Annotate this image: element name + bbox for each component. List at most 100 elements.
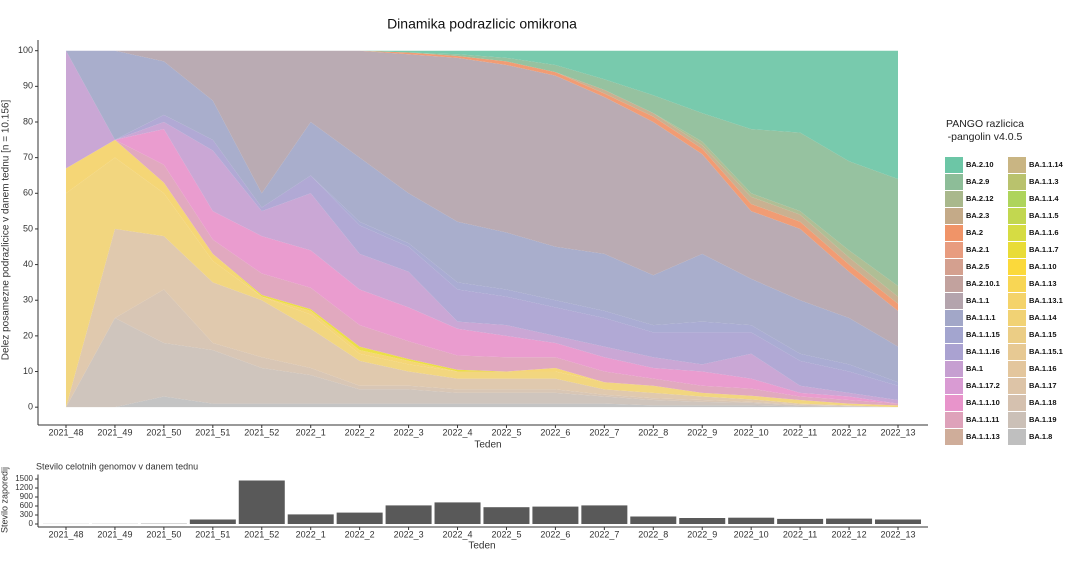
legend-swatch — [945, 259, 963, 275]
y-tick-label: 80 — [23, 116, 33, 126]
bar — [238, 480, 285, 524]
bar — [630, 516, 677, 524]
legend-swatch — [1008, 259, 1026, 275]
legend-swatch — [1008, 395, 1026, 411]
area — [66, 50, 898, 401]
legend-swatch — [945, 174, 963, 190]
x-tick-label: 2022_4 — [443, 529, 473, 539]
bar — [532, 506, 579, 524]
bar — [483, 507, 530, 524]
y-tick-label: 0 — [28, 402, 33, 412]
legend-title: PANGO razlicica -pangolin v4.0.5 — [946, 118, 1024, 143]
legend-swatch — [945, 225, 963, 241]
legend-label: BA.1.10 — [1029, 262, 1057, 271]
x-tick-label: 2022_8 — [638, 427, 668, 437]
area — [66, 228, 898, 408]
chart-title: Stevilo celotnih genomov v danem tednu — [36, 461, 198, 471]
legend-label: BA.2.10 — [966, 160, 994, 169]
legend-label: BA.1 — [966, 364, 983, 373]
bar — [874, 519, 922, 524]
legend-label: BA.1.8 — [1029, 432, 1052, 441]
x-axis-title: Teden — [468, 541, 495, 552]
area — [66, 139, 898, 406]
bar — [434, 502, 481, 524]
area — [66, 50, 898, 383]
x-tick-label: 2022_7 — [589, 427, 619, 437]
bar — [336, 512, 383, 524]
bar — [679, 518, 726, 524]
legend-label: BA.2.3 — [966, 211, 989, 220]
legend-label: BA.1.1.3 — [1029, 177, 1059, 186]
legend-swatch — [1008, 327, 1026, 343]
x-tick-label: 2022_1 — [296, 427, 326, 437]
x-axis-title: Teden — [474, 440, 501, 451]
x-tick-label: 2022_2 — [345, 529, 375, 539]
area — [66, 396, 898, 408]
legend-label: BA.1.15.1 — [1029, 347, 1063, 356]
x-tick-label: 2022_5 — [491, 529, 521, 539]
area — [66, 50, 898, 297]
x-tick-label: 2022_1 — [296, 529, 326, 539]
x-tick-label: 2022_12 — [832, 427, 867, 437]
y-tick-label: 1200 — [15, 483, 33, 492]
legend-label: BA.2.5 — [966, 262, 989, 271]
area — [66, 289, 898, 408]
x-tick-label: 2022_9 — [687, 529, 717, 539]
legend-swatch — [1008, 208, 1026, 224]
legend-label: BA.1.18 — [1029, 398, 1057, 407]
area — [66, 129, 898, 404]
y-tick-label: 40 — [23, 259, 33, 269]
legend-label: BA.2.1 — [966, 245, 989, 254]
x-tick-label: 2022_10 — [734, 427, 769, 437]
x-tick-label: 2021_49 — [97, 529, 132, 539]
x-tick-label: 2022_13 — [880, 529, 915, 539]
y-tick-label: 1500 — [15, 474, 33, 483]
y-tick-label: 10 — [23, 366, 33, 376]
legend-label: BA.1.15 — [1029, 330, 1057, 339]
x-tick-label: 2022_12 — [832, 529, 867, 539]
legend-swatch — [945, 293, 963, 309]
x-tick-label: 2022_3 — [394, 529, 424, 539]
y-tick-label: 600 — [20, 501, 34, 510]
legend-label: BA.1.17 — [1029, 381, 1057, 390]
legend-label: BA.1.1.4 — [1029, 194, 1059, 203]
legend-swatch — [1008, 361, 1026, 377]
legend-label: BA.2.10.1 — [966, 279, 1000, 288]
legend-swatch — [945, 157, 963, 173]
area — [66, 50, 898, 347]
legend-label: BA.2.12 — [966, 194, 994, 203]
legend-swatch — [1008, 293, 1026, 309]
x-tick-label: 2022_8 — [638, 529, 668, 539]
legend-swatch — [945, 276, 963, 292]
y-axis-title: Delez posamezne podrazlicice v danem ted… — [1, 100, 12, 361]
x-tick-label: 2021_52 — [244, 427, 279, 437]
x-tick-label: 2022_6 — [540, 427, 570, 437]
legend-label: BA.1.1.1 — [966, 313, 996, 322]
bar — [826, 518, 873, 524]
legend-swatch — [1008, 429, 1026, 445]
legend-label: BA.1.1.11 — [966, 415, 999, 424]
x-tick-label: 2022_6 — [540, 529, 570, 539]
y-axis-title: Stevilo zaporedij — [0, 467, 9, 533]
y-tick-label: 300 — [20, 510, 34, 519]
legend-swatch — [1008, 242, 1026, 258]
legend-label: BA.1.1.6 — [1029, 228, 1059, 237]
bar — [385, 505, 432, 524]
legend-swatch — [945, 208, 963, 224]
bar — [581, 505, 628, 524]
legend-swatch — [945, 378, 963, 394]
legend-swatch — [1008, 344, 1026, 360]
legend-label: BA.1.1.13 — [966, 432, 1000, 441]
legend-swatch — [1008, 174, 1026, 190]
legend-swatch — [945, 412, 963, 428]
y-tick-label: 0 — [29, 519, 34, 528]
x-tick-label: 2021_51 — [195, 427, 230, 437]
legend-swatch — [1008, 412, 1026, 428]
x-tick-label: 2021_50 — [146, 529, 181, 539]
x-tick-label: 2022_9 — [687, 427, 717, 437]
legend-label: BA.1.1.7 — [1029, 245, 1059, 254]
legend-swatch — [1008, 225, 1026, 241]
x-tick-label: 2022_5 — [491, 427, 521, 437]
